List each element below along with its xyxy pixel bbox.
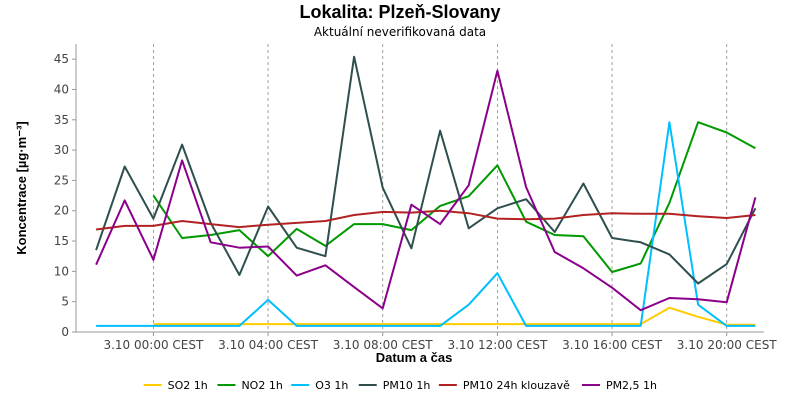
legend-label: PM2,5 1h <box>606 379 657 392</box>
x-tick-label: 3.10 00:00 CEST <box>103 338 204 352</box>
chart-title: Lokalita: Plzeň-Slovany <box>299 2 500 22</box>
legend-item: NO2 1h <box>217 379 283 392</box>
series-line-o3-1h <box>96 121 756 327</box>
x-tick-label: 3.10 20:00 CEST <box>677 338 778 352</box>
y-tick-label: 0 <box>61 325 69 339</box>
y-tick-label: 10 <box>54 264 69 278</box>
y-axis-label: Koncentrace [µg·m⁻³] <box>14 121 29 255</box>
x-tick-label: 3.10 08:00 CEST <box>333 338 434 352</box>
series-line-pm10-24h-klouzav <box>95 209 756 231</box>
legend-label: SO2 1h <box>168 379 208 392</box>
chart-subtitle: Aktuální neverifikovaná data <box>314 25 486 39</box>
legend: SO2 1h NO2 1h O3 1h PM10 1h PM10 24h klouzav… <box>143 379 657 392</box>
legend-item: PM10 24h klouzavě <box>438 379 570 392</box>
y-tick-label: 35 <box>54 113 69 127</box>
x-axis-label: Datum a čas <box>376 350 453 365</box>
y-tick-label: 25 <box>54 173 69 187</box>
series-line-pm10-1h <box>95 55 757 285</box>
y-tick-label: 40 <box>54 82 69 96</box>
x-tick-label: 3.10 04:00 CEST <box>218 338 319 352</box>
plot-background <box>76 44 764 332</box>
series-line-pm2-5-1h <box>95 69 757 312</box>
y-tick-label: 15 <box>54 234 69 248</box>
y-tick-label: 20 <box>54 204 69 218</box>
x-tick-label: 3.10 12:00 CEST <box>447 338 548 352</box>
legend-item: PM10 1h <box>358 379 431 392</box>
plot-area: 0 5 10 15 20 25 30 35 40 45 3.10 00:00 CEST 3.10 04… <box>54 44 778 352</box>
y-tick-label: 30 <box>54 143 69 157</box>
legend-label: PM10 24h klouzavě <box>463 379 570 392</box>
legend-item: SO2 1h <box>143 379 208 392</box>
y-tick-label: 5 <box>61 295 69 309</box>
legend-label: O3 1h <box>315 379 348 392</box>
legend-label: NO2 1h <box>241 379 282 392</box>
legend-label: PM10 1h <box>383 379 431 392</box>
legend-item: PM2,5 1h <box>581 379 657 392</box>
legend-item: O3 1h <box>291 379 348 392</box>
x-tick-label: 3.10 16:00 CEST <box>562 338 663 352</box>
y-tick-label: 45 <box>54 52 69 66</box>
series-line-so2-1h <box>153 306 756 326</box>
